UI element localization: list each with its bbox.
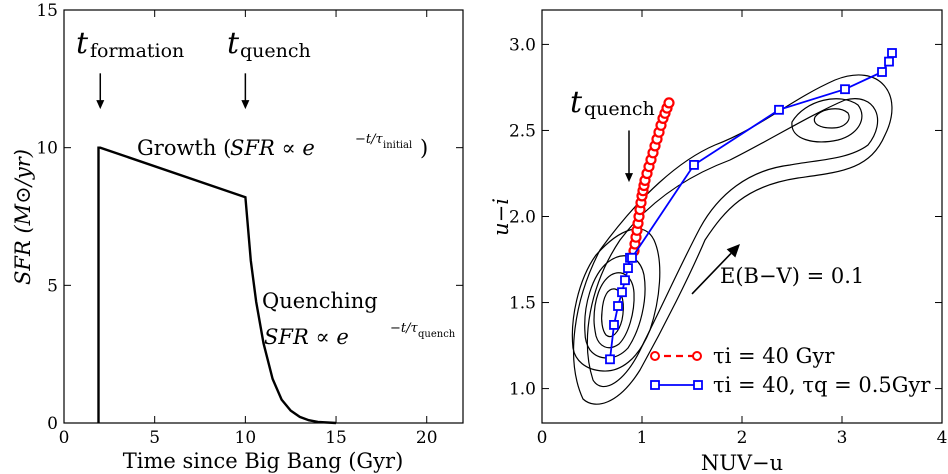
- contour-red-2: [813, 108, 850, 129]
- left-y-tick-label: 10: [36, 139, 58, 159]
- growth-formula: SFR ∝ e: [230, 136, 315, 160]
- right-x-tick-label: 4: [937, 428, 948, 448]
- sfr-curve: [97, 146, 337, 425]
- quenching-text: Quenching: [262, 289, 378, 313]
- blue-track-point: [617, 287, 627, 298]
- blue-track-point: [620, 275, 630, 286]
- t-formation-arrow: [96, 73, 105, 110]
- blue-track-point: [623, 263, 633, 274]
- series-tau-i-40-gyr: [628, 97, 675, 257]
- right-y-tick-label: 3.0: [509, 35, 536, 55]
- right-x-tick-label: 2: [737, 428, 748, 448]
- right-y-tick-label: 1.5: [509, 294, 536, 314]
- left-y-axis-label: SFR (M⊙/yr): [11, 149, 35, 285]
- red-track-point: [663, 97, 675, 109]
- right-ticks: 0 1 2 3 4 1.0 1.5 2.0 2.5 3.0: [509, 10, 947, 448]
- left-y-tick-label: 5: [47, 276, 58, 296]
- t-quench-subscript: quench: [240, 40, 311, 62]
- blue-track-point: [774, 104, 784, 115]
- series-tau-i-40-tau-q-0-5gyr: [605, 48, 897, 365]
- left-x-tick-label: 0: [59, 428, 70, 448]
- right-t-quench-label: t: [570, 85, 583, 120]
- right-x-axis-label: NUV−u: [701, 451, 783, 474]
- right-panel: 0 1 2 3 4 1.0 1.5 2.0 2.5 3.0 t quench E(B−V) = 0…: [489, 9, 947, 474]
- t-quench-label: t: [227, 26, 240, 61]
- blue-track-point: [609, 319, 619, 330]
- left-x-tick-label: 5: [149, 428, 160, 448]
- blue-track-point: [689, 159, 699, 170]
- left-y-tick-label: 15: [36, 1, 58, 21]
- blue-track-point: [627, 252, 637, 263]
- quenching-annotation: Quenching SFR ∝ e −t/τ quench: [262, 289, 456, 349]
- blue-track-point: [877, 67, 887, 77]
- right-y-tick-label: 2.5: [509, 121, 536, 141]
- left-y-tick-label: 0: [47, 414, 58, 434]
- legend-red-marker: [650, 351, 660, 361]
- right-x-tick-label: 1: [637, 428, 648, 448]
- quenching-exponent: −t/τ: [390, 321, 418, 336]
- growth-annotation: Growth ( SFR ∝ e −t/τ initial ): [137, 132, 428, 160]
- t-formation-label: t: [76, 26, 89, 61]
- legend-blue-marker-2: [693, 380, 703, 390]
- left-plot-frame: [63, 9, 464, 424]
- legend-blue-label: τi = 40, τq = 0.5Gyr: [713, 373, 931, 397]
- left-x-tick-label: 20: [416, 428, 438, 448]
- left-panel: 0 5 10 15 20 0 5 10 15 t formation t quench Grow…: [11, 1, 464, 473]
- left-x-tick-label: 10: [235, 428, 257, 448]
- contour-5: [593, 272, 635, 349]
- growth-exponent: −t/τ: [355, 132, 383, 147]
- contour-4: [584, 255, 646, 359]
- legend-entry-red: τi = 40 Gyr: [650, 344, 835, 368]
- left-ticks: 0 5 10 15 20 0 5 10 15: [36, 1, 463, 448]
- reddening-label: E(B−V) = 0.1: [720, 264, 864, 288]
- growth-close-paren: ): [420, 136, 428, 160]
- right-x-tick-label: 3: [837, 428, 848, 448]
- quenching-formula: SFR ∝ e: [264, 325, 349, 349]
- legend-entry-blue: τi = 40, τq = 0.5Gyr: [650, 373, 931, 397]
- reddening-vector: [691, 244, 740, 295]
- blue-track-point: [840, 84, 850, 95]
- right-t-quench-arrow: [625, 130, 633, 183]
- blue-track-point: [605, 354, 615, 365]
- t-quench-arrow: [241, 73, 250, 110]
- left-x-tick-label: 15: [325, 428, 347, 448]
- growth-exponent-subscript: initial: [383, 140, 412, 151]
- blue-track-point: [887, 48, 897, 58]
- quenching-exponent-subscript: quench: [418, 329, 456, 340]
- left-x-axis-label: Time since Big Bang (Gyr): [123, 449, 404, 473]
- blue-track-point: [884, 56, 894, 67]
- t-formation-subscript: formation: [90, 40, 184, 62]
- right-x-tick-label: 0: [537, 428, 548, 448]
- legend-red-marker-2: [692, 351, 702, 361]
- right-y-tick-label: 2.0: [509, 208, 536, 228]
- right-y-axis-label: u−i: [489, 198, 513, 236]
- legend: τi = 40 Gyr τi = 40, τq = 0.5Gyr: [650, 344, 931, 397]
- legend-blue-marker: [650, 380, 660, 390]
- right-t-quench-subscript: quench: [584, 98, 655, 120]
- contour-6: [601, 288, 624, 338]
- contour-red-1: [791, 98, 863, 143]
- contour-3: [571, 228, 661, 372]
- contour-outer: [573, 74, 893, 405]
- blue-track-point: [613, 301, 623, 311]
- growth-text: Growth (: [137, 136, 231, 160]
- legend-red-label: τi = 40 Gyr: [713, 344, 835, 368]
- right-y-tick-label: 1.0: [509, 380, 536, 400]
